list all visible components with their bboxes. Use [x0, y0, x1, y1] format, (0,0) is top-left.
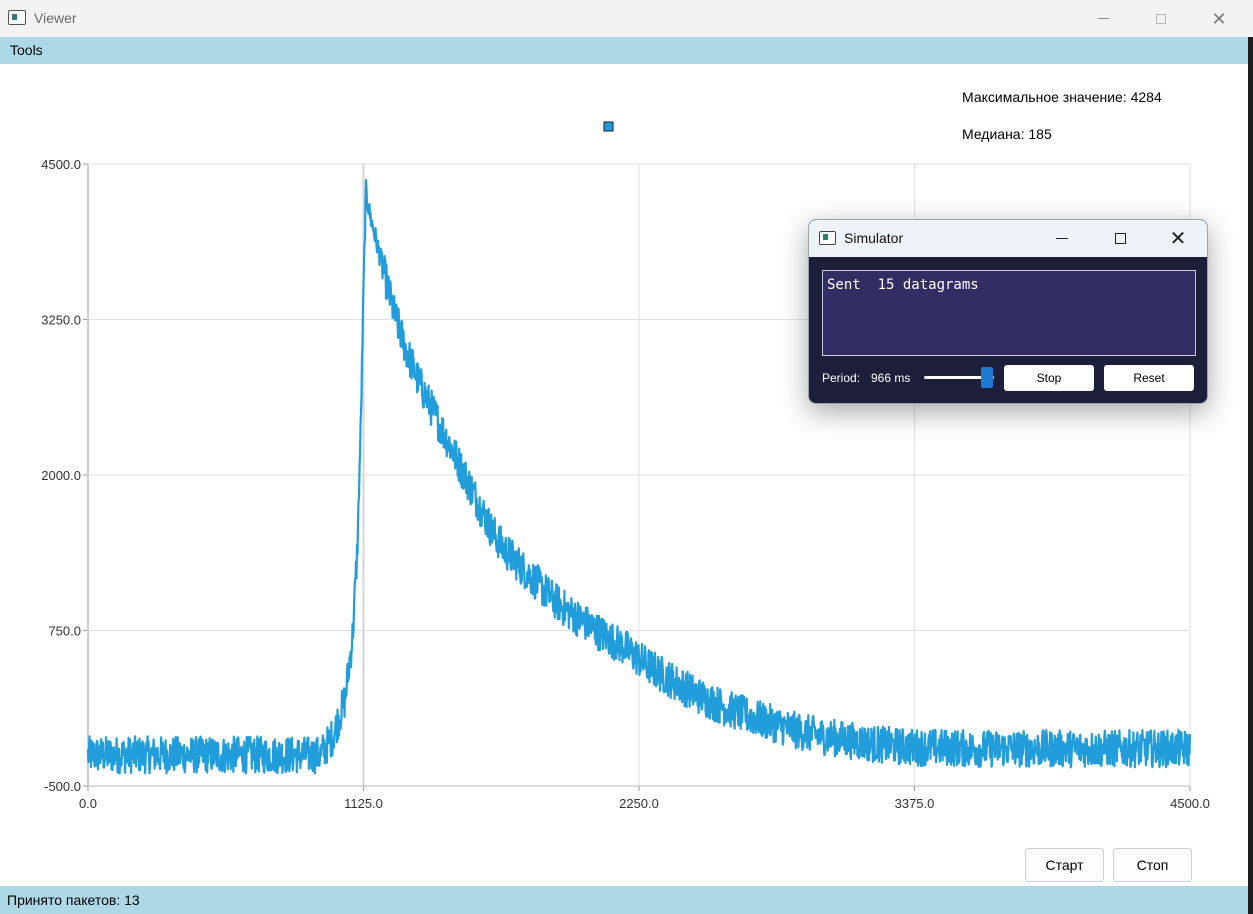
minimize-icon [1056, 237, 1068, 240]
period-label: Period: [822, 371, 861, 385]
close-icon: ✕ [1211, 8, 1227, 29]
x-tick-label: 2250.0 [619, 796, 659, 811]
window-edge [1248, 37, 1253, 914]
simulator-reset-button[interactable]: Reset [1104, 365, 1194, 391]
window-titlebar: Viewer ✕ [0, 0, 1253, 37]
chart-ticks: 0.0 1125.0 2250.0 3375.0 4500.0 4500.0 3250.0 2… [41, 157, 1210, 811]
x-tick-label: 3375.0 [895, 796, 935, 811]
simulator-log[interactable]: Sent 15 datagrams [822, 270, 1196, 356]
maximize-icon [1156, 13, 1166, 24]
simulator-minimize-button[interactable] [1033, 220, 1091, 257]
max-value-label: Максимальное значение: 4284 [962, 89, 1162, 105]
simulator-titlebar[interactable]: Simulator ✕ [809, 220, 1207, 257]
y-tick-label: 3250.0 [41, 313, 81, 328]
stop-button[interactable]: Стоп [1113, 848, 1192, 882]
menu-bar: Tools [0, 37, 1248, 64]
app-icon [8, 10, 26, 25]
period-value: 966 ms [871, 371, 911, 385]
status-bar: Принято пакетов: 13 [0, 886, 1248, 914]
simulator-window: Simulator ✕ Sent 15 datagrams Period: 96… [808, 219, 1208, 404]
y-tick-label: 2000.0 [41, 468, 81, 483]
menu-tools[interactable]: Tools [10, 42, 43, 58]
maximize-button[interactable] [1132, 0, 1190, 37]
simulator-maximize-button[interactable] [1091, 220, 1149, 257]
y-tick-label: 750.0 [48, 624, 81, 639]
y-tick-label: -500.0 [44, 779, 81, 794]
start-button[interactable]: Старт [1025, 848, 1104, 882]
median-label: Медиана: 185 [962, 126, 1052, 142]
legend-marker [603, 121, 614, 132]
x-tick-label: 0.0 [79, 796, 97, 811]
close-icon: ✕ [1169, 227, 1187, 250]
y-tick-label: 4500.0 [41, 157, 81, 172]
period-slider[interactable] [924, 367, 996, 388]
x-tick-label: 4500.0 [1170, 796, 1210, 811]
x-tick-label: 1125.0 [344, 796, 383, 811]
series-line [86, 179, 1192, 775]
simulator-stop-button[interactable]: Stop [1004, 365, 1094, 391]
packets-received-label: Принято пакетов: 13 [7, 892, 140, 908]
slider-handle[interactable] [981, 367, 993, 388]
simulator-close-button[interactable]: ✕ [1149, 220, 1207, 257]
signal-chart: 0.0 1125.0 2250.0 3375.0 4500.0 4500.0 3250.0 2… [41, 121, 1210, 811]
simulator-app-icon [819, 231, 836, 245]
window-title: Viewer [34, 10, 77, 26]
slider-track [924, 376, 994, 379]
simulator-title: Simulator [844, 230, 904, 246]
minimize-button[interactable] [1074, 0, 1132, 37]
chart-series [86, 179, 1192, 775]
maximize-icon [1114, 233, 1126, 244]
close-button[interactable]: ✕ [1190, 0, 1248, 37]
minimize-icon [1097, 18, 1109, 19]
